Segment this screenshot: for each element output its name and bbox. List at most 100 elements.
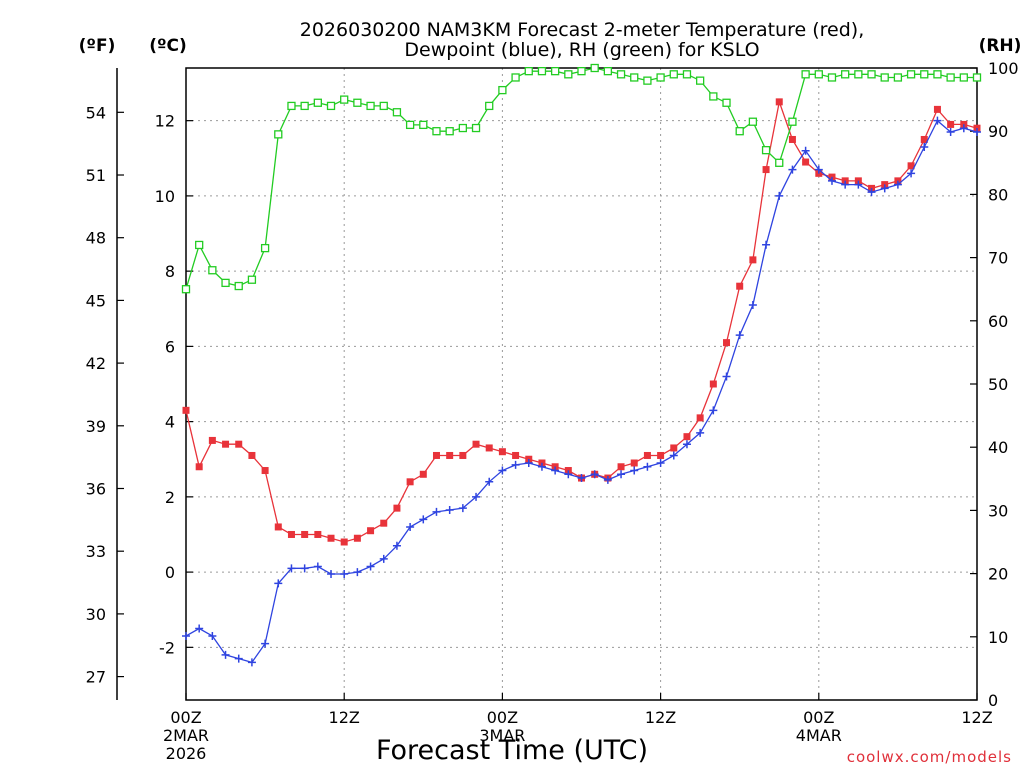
data-point bbox=[405, 120, 415, 130]
fahrenheit-tick-label: 36 bbox=[86, 479, 106, 498]
data-point bbox=[274, 130, 283, 139]
rh-tick-label: 40 bbox=[988, 438, 1008, 457]
fahrenheit-ticks: 27 30 33 36 39 42 45 48 51 54 bbox=[86, 103, 124, 687]
rh-unit-label: (RH) bbox=[979, 36, 1022, 56]
data-point bbox=[972, 73, 982, 82]
celsius-tick-label: 2 bbox=[165, 488, 175, 507]
celsius-ticks: -2 0 2 4 6 8 10 12 bbox=[155, 112, 193, 657]
grid-lines bbox=[186, 68, 977, 700]
data-point bbox=[709, 92, 718, 101]
data-point bbox=[247, 275, 257, 284]
data-point bbox=[907, 162, 915, 170]
data-point bbox=[775, 191, 784, 200]
celsius-tick-label: -2 bbox=[159, 638, 175, 657]
data-point bbox=[445, 506, 454, 515]
fahrenheit-unit-label: (ºF) bbox=[79, 36, 116, 56]
data-point bbox=[367, 527, 375, 535]
data-point bbox=[379, 101, 388, 111]
rh-tick-label: 90 bbox=[988, 122, 1008, 141]
fahrenheit-tick-label: 39 bbox=[86, 417, 106, 436]
data-point bbox=[682, 440, 691, 449]
data-point bbox=[590, 470, 599, 479]
data-point bbox=[419, 515, 428, 524]
series-line bbox=[185, 119, 978, 664]
chart-title-line1: 2026030200 NAM3KM Forecast 2-meter Tempe… bbox=[300, 19, 864, 41]
data-point bbox=[723, 339, 731, 347]
data-point bbox=[709, 380, 717, 388]
rh-tick-label: 30 bbox=[988, 501, 1008, 520]
data-point bbox=[973, 127, 981, 136]
data-point bbox=[182, 632, 190, 641]
rh-tick-label: 60 bbox=[988, 312, 1008, 331]
data-point bbox=[498, 466, 507, 475]
data-point bbox=[669, 70, 678, 79]
data-point bbox=[946, 73, 955, 82]
data-point bbox=[235, 440, 243, 448]
data-point bbox=[959, 73, 968, 82]
fahrenheit-tick-label: 45 bbox=[86, 291, 106, 310]
data-point bbox=[880, 184, 889, 193]
data-point bbox=[445, 127, 454, 136]
data-point bbox=[959, 124, 968, 133]
data-point bbox=[775, 98, 783, 106]
time-tick-label: 12Z bbox=[645, 708, 676, 727]
fahrenheit-tick-label: 51 bbox=[86, 166, 106, 185]
data-point bbox=[854, 70, 863, 79]
data-point bbox=[393, 504, 401, 512]
time-tick-year: 2026 bbox=[166, 744, 207, 763]
data-point bbox=[696, 414, 704, 422]
data-point bbox=[603, 67, 613, 76]
data-point bbox=[458, 123, 468, 133]
celsius-tick-label: 6 bbox=[165, 337, 175, 356]
data-point bbox=[313, 562, 322, 571]
time-tick-label: 00Z bbox=[487, 708, 518, 727]
fahrenheit-tick-label: 33 bbox=[86, 542, 106, 561]
data-point bbox=[340, 538, 348, 546]
data-point bbox=[577, 474, 586, 483]
data-point bbox=[656, 459, 665, 467]
data-point bbox=[471, 123, 481, 133]
data-point bbox=[208, 632, 217, 641]
data-point bbox=[314, 530, 322, 538]
data-point bbox=[511, 73, 520, 82]
data-point bbox=[893, 73, 903, 82]
rh-tick-label: 100 bbox=[988, 59, 1019, 78]
data-point bbox=[340, 95, 349, 104]
data-point bbox=[353, 98, 362, 107]
data-point bbox=[287, 564, 296, 573]
data-point bbox=[577, 67, 586, 76]
data-point bbox=[906, 70, 916, 79]
rh-tick-label: 70 bbox=[988, 249, 1008, 268]
data-point bbox=[801, 70, 810, 79]
data-point bbox=[933, 116, 942, 125]
data-point bbox=[775, 158, 784, 167]
data-point bbox=[827, 176, 836, 185]
data-point bbox=[274, 579, 283, 588]
data-point bbox=[788, 117, 797, 126]
rh-tick-label: 20 bbox=[988, 565, 1008, 584]
data-point bbox=[551, 466, 560, 475]
data-point bbox=[300, 101, 309, 111]
plot-frame bbox=[185, 67, 978, 701]
data-point bbox=[550, 67, 560, 76]
data-point bbox=[221, 650, 230, 659]
fahrenheit-tick-label: 42 bbox=[86, 354, 106, 373]
data-point bbox=[182, 406, 190, 414]
data-point bbox=[353, 534, 361, 542]
fahrenheit-tick-label: 48 bbox=[86, 229, 106, 248]
data-point bbox=[234, 281, 243, 291]
data-point bbox=[406, 522, 415, 531]
data-point bbox=[419, 120, 428, 130]
data-point bbox=[366, 562, 375, 571]
data-point bbox=[670, 444, 678, 452]
data-point bbox=[616, 70, 626, 79]
data-point bbox=[761, 146, 771, 155]
data-point bbox=[485, 444, 493, 452]
data-point bbox=[524, 67, 533, 76]
data-point bbox=[260, 243, 270, 253]
series-dewpoint bbox=[182, 116, 981, 667]
fahrenheit-tick-label: 30 bbox=[86, 605, 106, 624]
data-point bbox=[379, 554, 388, 563]
data-point bbox=[234, 654, 243, 663]
